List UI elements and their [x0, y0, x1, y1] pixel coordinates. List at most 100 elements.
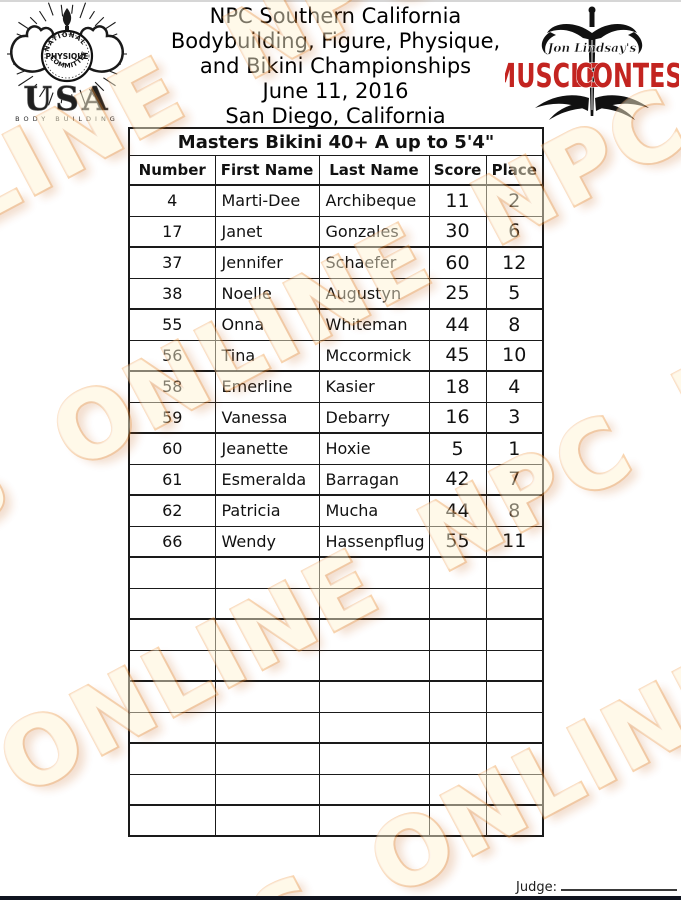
usa-wordmark: USA	[23, 79, 110, 118]
empty-cell	[128, 804, 216, 837]
event-title-line: Bodybuilding, Figure, Physique,	[170, 29, 501, 53]
cell-place: 12	[485, 246, 544, 279]
results-body: 4 Marti-Dee Archibeque 11 2 17 Janet Gonzales 30…	[128, 184, 544, 837]
cell-score: 16	[428, 401, 487, 434]
empty-table-row	[128, 804, 544, 837]
cell-first: Marti-Dee	[214, 184, 320, 217]
table-title-row: Masters Bikini 40+ A up to 5'4"	[128, 127, 544, 156]
dagger-pommel-icon	[588, 6, 596, 14]
empty-cell	[485, 556, 544, 589]
empty-cell	[318, 618, 430, 651]
cell-place: 4	[485, 370, 544, 403]
bodybuilding-label: BODY BUILDING	[15, 115, 119, 123]
empty-cell	[318, 556, 430, 589]
cell-score: 11	[428, 184, 487, 217]
table-header-row: Number First Name Last Name Score Place	[128, 155, 544, 186]
empty-cell	[428, 649, 487, 682]
cell-first: Janet	[214, 215, 320, 248]
cell-score: 5	[428, 432, 487, 465]
table-row: 58 Emerline Kasier 18 4	[128, 370, 544, 403]
empty-table-row	[128, 742, 544, 775]
empty-table-row	[128, 711, 544, 744]
col-header-number: Number	[128, 155, 216, 186]
empty-cell	[428, 804, 487, 837]
col-header-first-name: First Name	[214, 155, 320, 186]
cell-place: 11	[485, 525, 544, 558]
col-header-score: Score	[428, 155, 487, 186]
cell-place: 1	[485, 432, 544, 465]
table-row: 56 Tina Mccormick 45 10	[128, 339, 544, 372]
cell-number: 60	[128, 432, 216, 465]
empty-cell	[485, 804, 544, 837]
empty-cell	[428, 618, 487, 651]
cell-score: 25	[428, 277, 487, 310]
committee-circle	[40, 29, 94, 83]
empty-cell	[214, 804, 320, 837]
empty-cell	[485, 618, 544, 651]
empty-table-row	[128, 556, 544, 589]
judge-label: Judge:	[516, 880, 557, 895]
empty-cell	[128, 773, 216, 806]
cell-last: Whiteman	[318, 308, 430, 341]
cell-place: 8	[485, 308, 544, 341]
empty-cell	[214, 711, 320, 744]
cell-score: 30	[428, 215, 487, 248]
empty-cell	[318, 804, 430, 837]
table-row: 60 Jeanette Hoxie 5 1	[128, 432, 544, 465]
cell-number: 4	[128, 184, 216, 217]
empty-cell	[214, 556, 320, 589]
cell-first: Emerline	[214, 370, 320, 403]
empty-cell	[128, 680, 216, 713]
muscle-contest-logo: Jon Lindsay's MUSCLE CONTEST	[505, 6, 679, 120]
table-row: 17 Janet Gonzales 30 6	[128, 215, 544, 248]
cell-number: 56	[128, 339, 216, 372]
cell-number: 66	[128, 525, 216, 558]
empty-table-row	[128, 649, 544, 682]
empty-cell	[428, 587, 487, 620]
cell-first: Tina	[214, 339, 320, 372]
jon-lindsays-script: Jon Lindsay's	[546, 41, 637, 55]
empty-cell	[318, 587, 430, 620]
empty-cell	[214, 773, 320, 806]
empty-cell	[214, 742, 320, 775]
judge-line: Judge:	[516, 876, 677, 895]
cell-last: Kasier	[318, 370, 430, 403]
empty-cell	[128, 649, 216, 682]
event-title-line: and Bikini Championships	[199, 54, 472, 78]
table-row: 4 Marti-Dee Archibeque 11 2	[128, 184, 544, 217]
cell-number: 38	[128, 277, 216, 310]
cell-number: 62	[128, 494, 216, 527]
cell-first: Noelle	[214, 277, 320, 310]
empty-cell	[214, 649, 320, 682]
cell-place: 8	[485, 494, 544, 527]
cell-last: Augustyn	[318, 277, 430, 310]
table-row: 61 Esmeralda Barragan 42 7	[128, 463, 544, 496]
judge-signature-line	[560, 876, 677, 891]
dagger-handle-icon	[589, 12, 595, 27]
col-header-place: Place	[485, 155, 544, 186]
cell-last: Schaefer	[318, 246, 430, 279]
cell-score: 44	[428, 308, 487, 341]
cell-score: 55	[428, 525, 487, 558]
npc-usa-logo: NATIONAL PHYSIQUE COMMITTEE USA BODY BUI…	[7, 2, 127, 123]
empty-cell	[485, 773, 544, 806]
cell-score: 45	[428, 339, 487, 372]
empty-cell	[128, 742, 216, 775]
empty-cell	[128, 556, 216, 589]
cell-last: Debarry	[318, 401, 430, 434]
table-row: 59 Vanessa Debarry 16 3	[128, 401, 544, 434]
cell-score: 42	[428, 463, 487, 496]
cell-last: Mucha	[318, 494, 430, 527]
event-date: June 11, 2016	[262, 79, 409, 103]
cell-number: 17	[128, 215, 216, 248]
cell-number: 61	[128, 463, 216, 496]
contest-wordmark: CONTEST	[575, 57, 679, 95]
empty-cell	[318, 773, 430, 806]
empty-table-row	[128, 680, 544, 713]
empty-table-row	[128, 587, 544, 620]
scan-edge	[0, 0, 681, 2]
cell-place: 10	[485, 339, 544, 372]
empty-cell	[128, 587, 216, 620]
cell-last: Gonzales	[318, 215, 430, 248]
